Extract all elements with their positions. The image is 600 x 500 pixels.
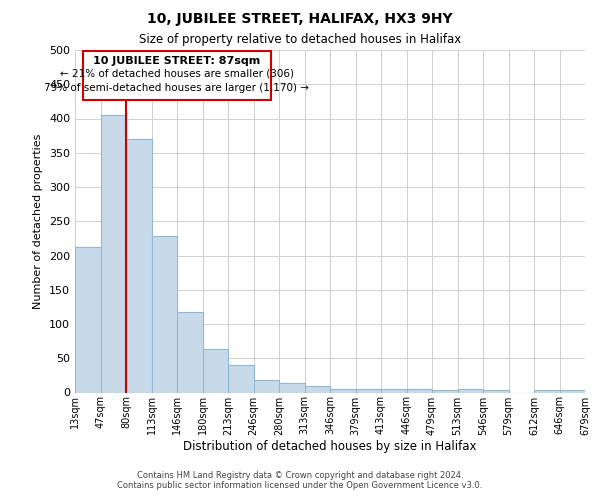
Bar [432, 390, 458, 392]
Text: ← 21% of detached houses are smaller (306): ← 21% of detached houses are smaller (30… [60, 69, 294, 79]
Bar [151, 236, 177, 392]
Text: 10 JUBILEE STREET: 87sqm: 10 JUBILEE STREET: 87sqm [94, 56, 260, 66]
Bar [101, 115, 126, 392]
Bar [126, 139, 151, 392]
Bar [458, 389, 483, 392]
X-axis label: Distribution of detached houses by size in Halifax: Distribution of detached houses by size … [183, 440, 477, 453]
Bar [483, 390, 509, 392]
FancyBboxPatch shape [83, 52, 271, 100]
Bar [305, 386, 330, 392]
Bar [254, 380, 279, 392]
Bar [534, 390, 560, 392]
Bar [407, 389, 432, 392]
Bar [228, 365, 254, 392]
Bar [355, 389, 381, 392]
Bar [203, 350, 228, 393]
Bar [330, 389, 355, 392]
Bar [560, 390, 585, 392]
Text: 10, JUBILEE STREET, HALIFAX, HX3 9HY: 10, JUBILEE STREET, HALIFAX, HX3 9HY [147, 12, 453, 26]
Bar [177, 312, 203, 392]
Bar [279, 383, 305, 392]
Y-axis label: Number of detached properties: Number of detached properties [34, 134, 43, 309]
Text: Contains HM Land Registry data © Crown copyright and database right 2024.
Contai: Contains HM Land Registry data © Crown c… [118, 470, 482, 490]
Bar [381, 389, 407, 392]
Text: Size of property relative to detached houses in Halifax: Size of property relative to detached ho… [139, 32, 461, 46]
Bar [75, 246, 101, 392]
Text: 79% of semi-detached houses are larger (1,170) →: 79% of semi-detached houses are larger (… [44, 82, 310, 92]
